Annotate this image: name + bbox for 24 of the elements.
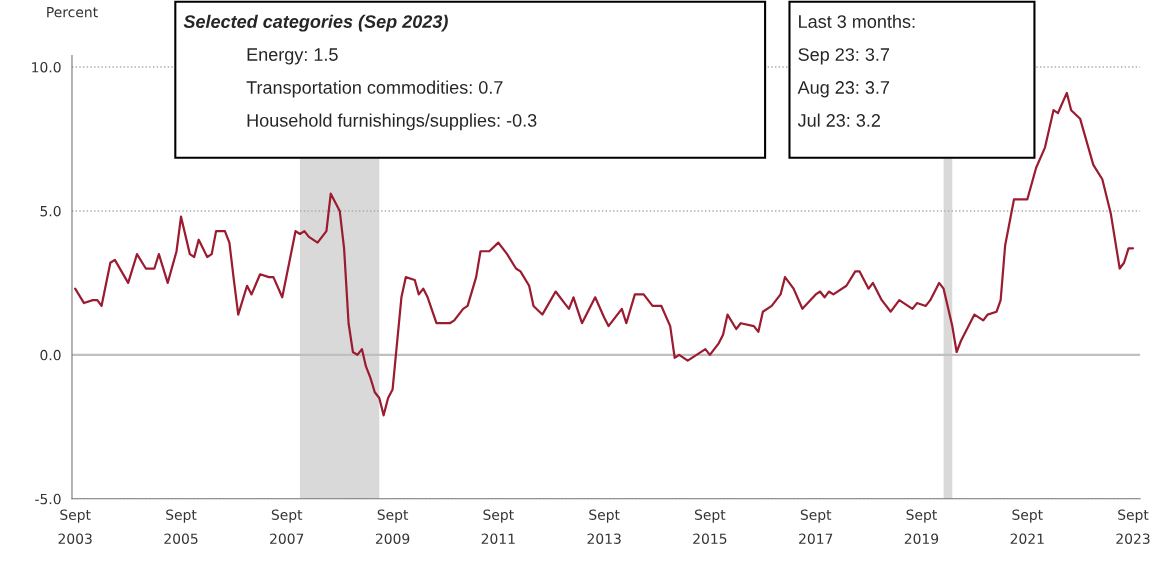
y-tick-label: -5.0 [35, 493, 61, 505]
x-tick-label: Sept 2005 [164, 509, 198, 544]
annotation: Sep 23: 3.7 [798, 48, 890, 65]
y-axis-title: Percent [47, 7, 98, 18]
x-tick-label: Sept 2007 [270, 509, 304, 544]
annotation: Transportation commodities: 0.7 [246, 80, 503, 98]
annotation: Aug 23: 3.7 [797, 81, 890, 98]
x-tick-label: Sept 2011 [481, 509, 515, 544]
annotation: Energy: 1.5 [247, 48, 338, 65]
x-tick-label: Sept 2021 [1010, 509, 1044, 544]
x-tick-label: Sept 2015 [693, 509, 727, 544]
x-tick-label: Sept 2009 [375, 509, 410, 544]
y-tick-label: 0.0 [40, 349, 61, 361]
x-tick-label: Sept 2019 [904, 509, 939, 544]
x-tick-label: Sept 2013 [587, 509, 621, 544]
text: Selected categories (Sep 2023) [183, 14, 448, 32]
y-tick-label: 5.0 [40, 205, 61, 217]
text: Last 3 months: [799, 14, 915, 28]
x-tick-label: Sept 2023 [1116, 509, 1150, 544]
x-tick-label: Sept 2017 [799, 509, 833, 544]
annotation: Jul 23: 3.2 [797, 113, 881, 127]
y-tick-label: 10.0 [32, 61, 61, 73]
annotation: Household furnishings/supplies: -0.3 [247, 113, 537, 131]
x-tick-label: Sept 2003 [58, 509, 92, 544]
